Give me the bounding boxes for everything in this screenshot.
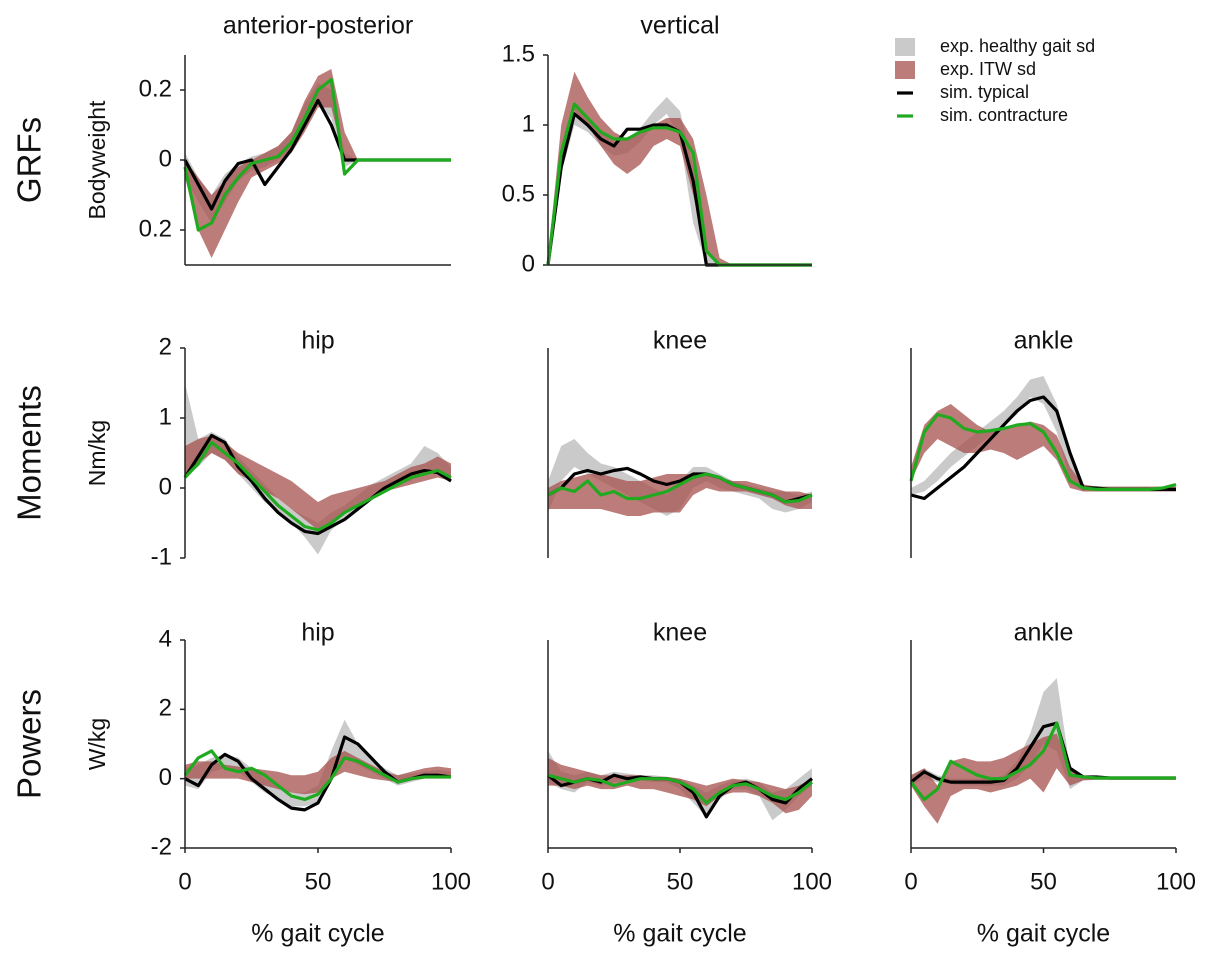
sim-line: [547, 472, 813, 504]
row-label: Powers: [11, 689, 48, 799]
x-tick-label: 100: [431, 868, 471, 895]
legend-label: exp. ITW sd: [940, 59, 1036, 79]
y-tick-label: 0: [159, 764, 172, 791]
sim-line: [909, 412, 1177, 491]
sim-line: [183, 433, 452, 536]
panel-title: ankle: [1014, 327, 1074, 355]
sim-line: [183, 440, 452, 532]
y-tick-label: 4: [159, 625, 172, 652]
x-tick-label: 0: [178, 868, 191, 895]
y-tick-label: 0: [159, 473, 172, 500]
panel-title: vertical: [640, 12, 719, 40]
sd-band: [548, 474, 812, 516]
sim-line: [183, 77, 451, 232]
sim-line: [546, 112, 812, 267]
y-tick-label: 0.5: [502, 180, 535, 207]
sim-line: [547, 773, 813, 805]
panel-title: knee: [653, 619, 707, 647]
x-axis-label: % gait cycle: [613, 920, 746, 948]
legend-label: sim. typical: [940, 82, 1029, 102]
y-tick-label: 0: [522, 250, 535, 277]
sd-band: [185, 435, 451, 530]
x-tick-label: 50: [305, 868, 332, 895]
y-tick-label: 0.2: [139, 75, 172, 102]
sd-band: [548, 71, 812, 265]
x-axis-label: % gait cycle: [251, 920, 384, 948]
y-axis-label: Bodyweight: [84, 100, 110, 220]
x-tick-label: 100: [1156, 868, 1196, 895]
y-tick-label: 0: [159, 145, 172, 172]
y-tick-label: -1: [151, 543, 172, 570]
legend-swatch: [895, 61, 915, 79]
panel-title: hip: [301, 327, 334, 355]
y-tick-label: 2: [159, 695, 172, 722]
y-tick-label: 1.5: [502, 40, 535, 67]
y-tick-label: 0.2: [139, 215, 172, 242]
sd-band: [548, 757, 812, 814]
x-axis-label: % gait cycle: [977, 920, 1110, 948]
panel-title: anterior-posterior: [223, 12, 413, 40]
x-tick-label: 50: [1030, 868, 1057, 895]
y-axis-label: Nm/kg: [84, 420, 110, 486]
x-tick-label: 0: [541, 868, 554, 895]
sd-band: [185, 750, 451, 795]
legend-swatch: [895, 38, 915, 56]
sd-band: [911, 404, 1176, 492]
x-tick-label: 100: [792, 868, 832, 895]
panel-title: knee: [653, 327, 707, 355]
legend-label: sim. contracture: [940, 105, 1068, 125]
y-tick-label: -2: [151, 833, 172, 860]
legend-label: exp. healthy gait sd: [940, 36, 1095, 56]
panel-title: hip: [301, 619, 334, 647]
row-label: Moments: [11, 385, 48, 521]
y-axis-label: W/kg: [84, 718, 110, 770]
row-label: GRFs: [11, 117, 48, 203]
x-tick-label: 0: [904, 868, 917, 895]
sim-line: [183, 749, 451, 802]
sd-band: [911, 376, 1176, 495]
sim-line: [909, 721, 1176, 802]
sd-band: [911, 678, 1176, 790]
y-tick-label: 1: [159, 403, 172, 430]
y-tick-label: 2: [159, 333, 172, 360]
y-tick-label: 1: [522, 110, 535, 137]
sd-band: [185, 69, 451, 258]
sd-band: [911, 733, 1176, 824]
panel-title: ankle: [1014, 619, 1074, 647]
x-tick-label: 50: [667, 868, 694, 895]
